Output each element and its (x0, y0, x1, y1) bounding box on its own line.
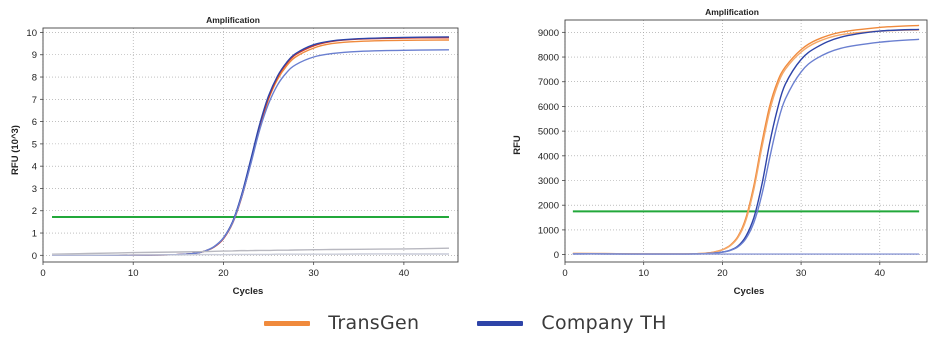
legend-item-company-th: Company TH (477, 312, 666, 334)
y-tick-label: 7000 (538, 77, 559, 88)
y-tick-label: 4000 (538, 151, 559, 162)
plot-area (42, 27, 459, 263)
legend-swatch-transgen (264, 320, 311, 326)
x-tick-label: 40 (399, 268, 410, 279)
series-line-3 (51, 49, 450, 257)
y-tick-label: 1 (32, 229, 37, 240)
y-tick-label: 4 (32, 162, 37, 173)
plot-area (564, 19, 928, 263)
y-axis-label: RFU (10^3) (10, 125, 21, 175)
series-line-0 (51, 39, 450, 257)
x-axis-label: Cycles (233, 286, 264, 297)
y-tick-label: 0 (554, 250, 559, 261)
chart-title: Amplification (206, 15, 260, 25)
y-tick-label: 3 (32, 184, 37, 195)
x-tick-label: 20 (717, 268, 728, 279)
x-tick-label: 30 (308, 268, 319, 279)
x-tick-label: 10 (638, 268, 649, 279)
legend-swatch-company-th (477, 320, 524, 326)
y-tick-label: 6000 (538, 102, 559, 113)
x-tick-label: 30 (796, 268, 807, 279)
y-tick-label: 2000 (538, 201, 559, 212)
x-ticks: 0 10 20 30 40 (40, 262, 409, 279)
amplification-chart-left: Amplification RFU (10^3) Cycles 0 1 2 3 4 5 6 7… (10, 15, 459, 297)
y-tick-label: 3000 (538, 176, 559, 187)
y-ticks: 0 1 2 3 4 5 6 7 8 9 10 (26, 28, 43, 262)
x-tick-label: 0 (40, 268, 45, 279)
y-tick-label: 9 (32, 50, 37, 61)
y-tick-label: 6 (32, 117, 37, 128)
x-ticks: 0 10 20 30 40 (562, 262, 885, 279)
chart-title: Amplification (705, 7, 759, 17)
y-tick-label: 0 (32, 251, 37, 262)
amplification-chart-right: Amplification RFU Cycles 0 1000 2000 3000 40… (512, 7, 928, 297)
y-tick-label: 5 (32, 139, 37, 150)
x-tick-label: 20 (218, 268, 229, 279)
y-ticks: 0 1000 2000 3000 4000 5000 6000 7000 8000 9000 (538, 28, 565, 261)
series-line-1 (51, 37, 450, 257)
grid-lines (42, 28, 458, 262)
legend: TransGen Company TH (0, 312, 931, 334)
y-tick-label: 7 (32, 95, 37, 106)
y-tick-label: 10 (26, 28, 37, 39)
y-axis-label: RFU (512, 135, 523, 155)
y-tick-label: 5000 (538, 127, 559, 138)
y-tick-label: 8000 (538, 53, 559, 64)
series-line-4 (51, 247, 450, 255)
grid-lines (564, 20, 927, 262)
series-line-5 (52, 253, 449, 256)
x-tick-label: 10 (128, 268, 139, 279)
plot-frame (42, 27, 459, 263)
y-tick-label: 1000 (538, 225, 559, 236)
plot-frame (564, 19, 928, 263)
legend-item-transgen: TransGen (264, 312, 419, 334)
x-tick-label: 40 (874, 268, 885, 279)
x-tick-label: 0 (562, 268, 567, 279)
series-line-1 (572, 29, 920, 255)
x-axis-label: Cycles (734, 286, 765, 297)
series-line-2 (51, 36, 450, 257)
y-tick-label: 2 (32, 206, 37, 217)
legend-label-company-th: Company TH (541, 312, 667, 334)
y-tick-label: 9000 (538, 28, 559, 39)
y-tick-label: 8 (32, 73, 37, 84)
legend-label-transgen: TransGen (328, 312, 420, 334)
